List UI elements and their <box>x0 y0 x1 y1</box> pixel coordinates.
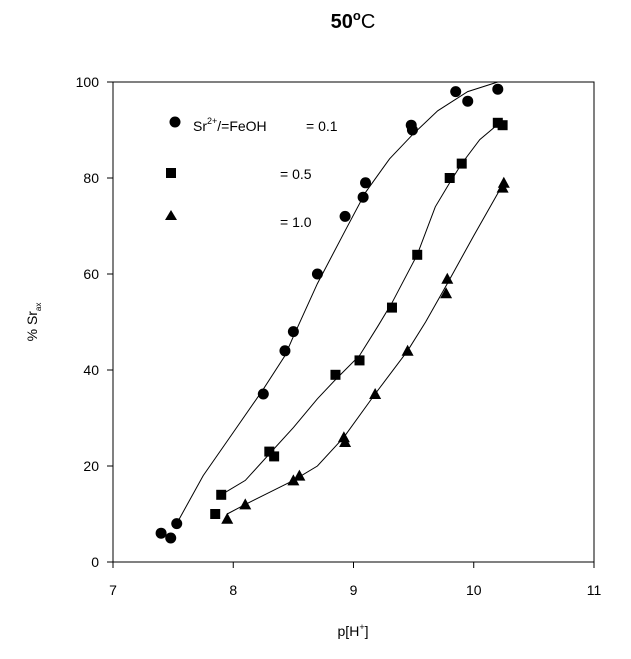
legend-label-3: = 1.0 <box>280 214 312 230</box>
x-label-sup: + <box>359 622 364 632</box>
legend-prefix-sup: 2+ <box>207 116 217 126</box>
data-point-square <box>497 120 508 131</box>
data-point-circle <box>492 83 504 95</box>
y-tick-label: 80 <box>83 170 99 186</box>
data-point-circle <box>171 518 183 530</box>
title-degree: o <box>353 8 361 23</box>
data-point-triangle <box>369 388 382 399</box>
data-point-square <box>412 249 423 260</box>
legend-label-2: = 0.5 <box>280 166 312 182</box>
y-tick-label: 100 <box>76 74 100 90</box>
y-tick-label: 60 <box>83 266 99 282</box>
plot-frame <box>112 81 595 563</box>
data-point-circle <box>462 95 474 107</box>
data-point-triangle <box>239 498 252 510</box>
title-unit: C <box>361 11 375 33</box>
data-point-square <box>210 509 221 519</box>
data-point-triangle <box>401 344 414 356</box>
data-point-triangle <box>497 176 510 188</box>
data-point-triangle <box>293 469 306 481</box>
y-tick-label: 20 <box>83 458 99 474</box>
x-label-end: ] <box>365 623 369 639</box>
x-axis: 7 8 9 10 11 <box>109 562 601 598</box>
legend-prefix-main: Sr <box>193 118 207 134</box>
data-point-triangle <box>287 474 300 486</box>
x-tick-label: 11 <box>587 582 602 598</box>
legend-prefix: Sr2+/=FeOH <box>193 116 267 134</box>
legend-marker-triangle <box>165 210 177 220</box>
data-point-circle <box>165 532 177 544</box>
data-point-square <box>216 489 227 500</box>
y-tick-label: 0 <box>91 554 99 570</box>
data-point-circle <box>406 124 418 136</box>
x-tick-label: 7 <box>109 582 117 598</box>
data-markers <box>155 83 510 544</box>
data-point-triangle <box>440 287 453 299</box>
data-point-square <box>444 173 455 183</box>
legend-marker-circle <box>169 116 181 128</box>
data-point-circle <box>287 326 299 338</box>
title-main: 50 <box>331 11 353 33</box>
data-point-circle <box>450 86 462 98</box>
legend-label-1: = 0.1 <box>306 118 338 134</box>
y-tick-label: 40 <box>83 362 99 378</box>
y-label-sub: ax <box>34 303 43 311</box>
legend: Sr2+/=FeOH = 0.1 = 0.5 = 1.0 <box>165 116 338 230</box>
y-axis-label: % Srax <box>24 303 43 342</box>
data-point-circle <box>357 191 369 203</box>
x-tick-label: 10 <box>466 582 482 598</box>
chart-title: 50oC <box>331 8 376 33</box>
fit-curve-series-2 <box>220 120 503 496</box>
data-point-triangle <box>339 436 352 447</box>
legend-marker-square <box>166 168 176 178</box>
y-axis: 0 20 40 60 80 100 <box>76 74 113 570</box>
data-point-circle <box>257 388 269 400</box>
x-tick-label: 9 <box>350 582 358 598</box>
data-point-triangle <box>441 272 454 284</box>
fit-curve-series-3 <box>226 182 505 515</box>
data-point-square <box>386 302 397 313</box>
data-point-triangle <box>221 512 234 524</box>
x-axis-label: p[H+] <box>338 622 369 639</box>
data-point-square <box>354 355 365 366</box>
y-label-main: % Sr <box>24 311 40 342</box>
data-point-circle <box>279 345 291 357</box>
data-point-square <box>269 451 280 462</box>
data-point-circle <box>339 210 351 222</box>
data-point-circle <box>311 268 323 280</box>
fit-curves <box>176 81 505 524</box>
data-point-circle <box>360 177 372 189</box>
data-point-circle <box>155 527 167 539</box>
x-label-main: p[H <box>338 623 360 639</box>
legend-prefix-rest: /=FeOH <box>217 118 266 134</box>
data-point-square <box>456 158 467 169</box>
data-point-square <box>330 369 341 380</box>
fit-curve-series-1 <box>176 81 498 524</box>
x-tick-label: 8 <box>229 582 237 598</box>
